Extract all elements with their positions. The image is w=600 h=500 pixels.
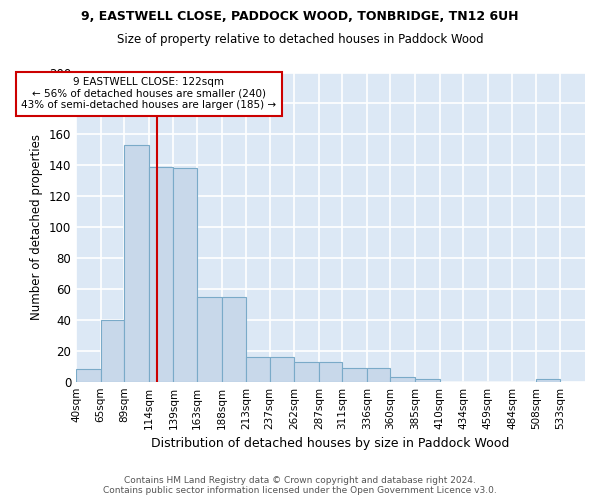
Bar — [197, 296, 221, 382]
Bar — [343, 368, 367, 382]
Text: Size of property relative to detached houses in Paddock Wood: Size of property relative to detached ho… — [116, 32, 484, 46]
Bar — [269, 357, 294, 382]
X-axis label: Distribution of detached houses by size in Paddock Wood: Distribution of detached houses by size … — [151, 437, 510, 450]
Bar — [536, 378, 560, 382]
Bar — [367, 368, 391, 382]
Bar — [294, 362, 319, 382]
Bar — [246, 357, 269, 382]
Text: 9 EASTWELL CLOSE: 122sqm
← 56% of detached houses are smaller (240)
43% of semi-: 9 EASTWELL CLOSE: 122sqm ← 56% of detach… — [21, 77, 277, 110]
Y-axis label: Number of detached properties: Number of detached properties — [31, 134, 43, 320]
Text: Contains HM Land Registry data © Crown copyright and database right 2024.
Contai: Contains HM Land Registry data © Crown c… — [103, 476, 497, 495]
Bar — [391, 377, 415, 382]
Bar — [149, 167, 173, 382]
Bar — [319, 362, 343, 382]
Bar — [173, 168, 197, 382]
Text: 9, EASTWELL CLOSE, PADDOCK WOOD, TONBRIDGE, TN12 6UH: 9, EASTWELL CLOSE, PADDOCK WOOD, TONBRID… — [81, 10, 519, 23]
Bar — [124, 145, 149, 382]
Bar — [76, 370, 101, 382]
Bar — [101, 320, 124, 382]
Bar — [221, 296, 246, 382]
Bar — [415, 378, 440, 382]
